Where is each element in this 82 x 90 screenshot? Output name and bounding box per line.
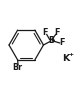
Text: F: F [42, 28, 48, 37]
Text: K: K [62, 54, 69, 63]
Text: +: + [68, 51, 73, 57]
Text: B: B [48, 36, 54, 45]
Text: F: F [54, 28, 59, 37]
Text: Br: Br [12, 63, 22, 72]
Text: F: F [59, 38, 64, 47]
